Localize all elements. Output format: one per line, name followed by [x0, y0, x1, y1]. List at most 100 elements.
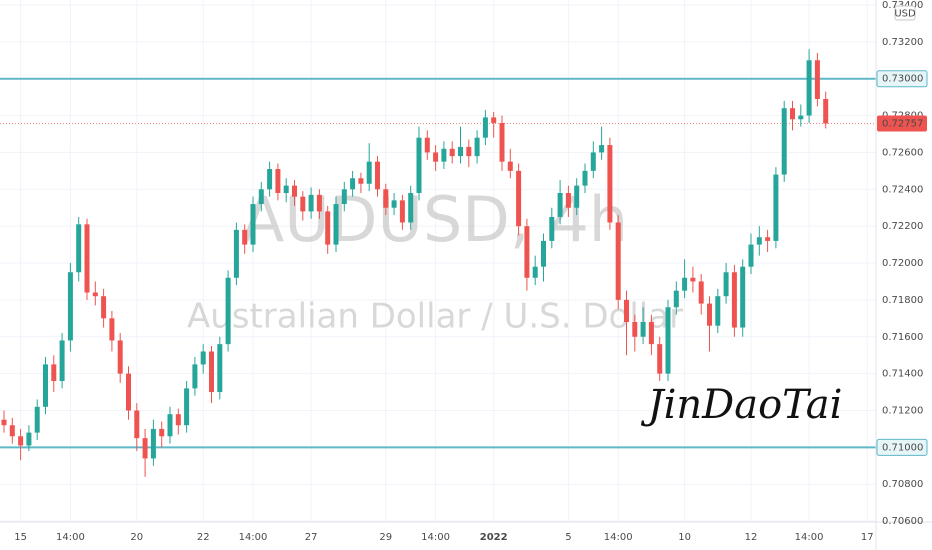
last-price-label: 0.72757 [882, 118, 923, 129]
candle-body [117, 340, 123, 374]
y-tick-label: 0.71400 [882, 369, 923, 380]
candle-body [449, 148, 455, 157]
candle-body [574, 185, 580, 208]
candle-body [51, 364, 57, 381]
candle-body [109, 318, 115, 341]
x-tick-label: 14:00 [56, 532, 85, 543]
watermark-subtitle: Australian Dollar / U.S. Dollar [187, 297, 683, 337]
y-tick-label: 0.73400 [882, 0, 923, 11]
candles [1, 49, 829, 477]
candle-body [184, 388, 190, 426]
candle-body [632, 322, 638, 337]
y-tick-label: 0.71200 [882, 405, 923, 416]
candle-body [350, 178, 356, 190]
y-tick-label: 0.72600 [882, 147, 923, 158]
candle-body [1, 419, 7, 426]
candle-body [76, 224, 82, 273]
candle-body [34, 406, 40, 433]
candle-body [499, 122, 505, 162]
candle-body [242, 229, 248, 245]
candle-body [250, 204, 256, 245]
candle-body [557, 192, 563, 217]
candle-body [84, 224, 90, 293]
y-tick-label: 0.72400 [882, 184, 923, 195]
candle-body [9, 425, 15, 437]
candle-body [383, 189, 389, 208]
x-tick-label: 14:00 [421, 532, 450, 543]
candle-body [391, 200, 397, 208]
candle-body [781, 108, 787, 175]
x-tick-label: 27 [305, 532, 318, 543]
candle-body [416, 137, 422, 193]
candle-body [341, 189, 347, 205]
candle-body [707, 303, 712, 326]
candle-body [690, 277, 696, 282]
candle-body [615, 222, 621, 300]
candle-body [516, 170, 522, 227]
candle-body [549, 216, 555, 241]
x-tick-label: 5 [565, 532, 571, 543]
candle-body [740, 266, 746, 328]
candle-body [441, 148, 447, 162]
candle-body [275, 169, 281, 193]
candle-body [142, 438, 148, 459]
candle-body [756, 237, 762, 245]
candle-body [565, 192, 571, 208]
candle-body [715, 296, 721, 326]
x-tick-label: 10 [678, 532, 691, 543]
candle-body [67, 272, 73, 341]
candle-body [283, 185, 289, 193]
candle-body [258, 189, 264, 205]
candle-body [624, 299, 629, 323]
x-tick-label: 22 [197, 532, 210, 543]
candle-body [26, 432, 32, 446]
signature: JinDaoTai [641, 382, 843, 428]
candle-body [532, 266, 538, 278]
candle-body [150, 428, 156, 459]
level-label-box [876, 70, 928, 88]
candle-body [582, 170, 588, 186]
candle-body [541, 240, 546, 267]
candle-body [225, 277, 231, 345]
candle-body [590, 152, 596, 171]
candle-body [92, 292, 98, 297]
candle-body [814, 60, 820, 99]
y-tick-label: 0.70800 [882, 479, 923, 490]
candle-body [59, 340, 65, 381]
x-tick-label: 12 [745, 532, 758, 543]
candle-body [524, 226, 530, 278]
candle-body [217, 344, 223, 393]
candle-body [474, 137, 480, 157]
candle-body [773, 174, 779, 241]
level-label: 0.73000 [882, 74, 923, 85]
y-tick-label: 0.71600 [882, 332, 923, 343]
x-tick-label: 17 [861, 532, 874, 543]
candle-body [175, 414, 181, 426]
x-tick-label: 14:00 [795, 532, 824, 543]
candle-body [507, 161, 513, 171]
candle-body [159, 428, 165, 437]
candle-body [424, 137, 430, 153]
candle-body [192, 364, 198, 389]
y-tick-label: 0.71800 [882, 295, 923, 306]
y-tick-label: 0.73200 [882, 37, 923, 48]
candle-body [673, 290, 679, 308]
candle-body [267, 169, 273, 190]
y-tick-label: 0.72000 [882, 258, 923, 269]
candle-body [308, 194, 314, 212]
x-tick-label: 15 [14, 532, 27, 543]
candle-body [366, 161, 372, 184]
x-tick-label: 14:00 [604, 532, 633, 543]
candle-body [375, 161, 380, 190]
candle-body [358, 178, 364, 184]
candle-body [43, 364, 48, 407]
x-tick-label: 20 [130, 532, 143, 543]
candle-body [300, 196, 306, 212]
currency-box [894, 5, 916, 21]
candle-body [723, 272, 729, 297]
candle-body [333, 204, 339, 245]
candle-body [798, 115, 804, 120]
candle-body [648, 322, 654, 345]
candle-body [399, 200, 405, 223]
